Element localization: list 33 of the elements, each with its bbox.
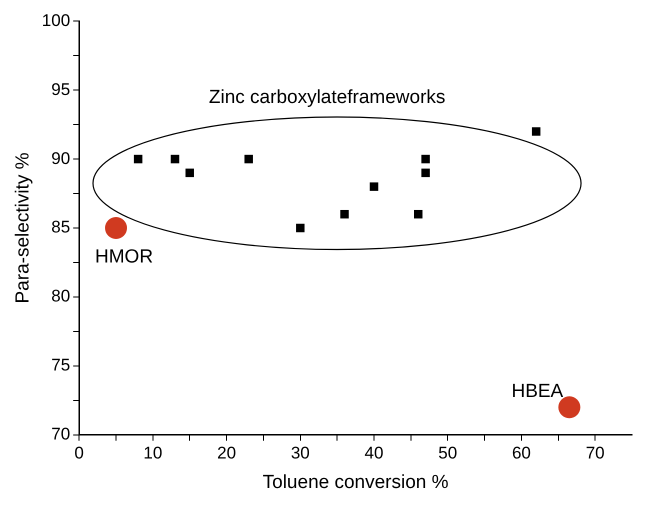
x-tick-label: 10: [143, 444, 162, 463]
point: [532, 127, 540, 136]
point: [105, 217, 128, 239]
y-tick-label: 70: [51, 424, 70, 444]
y-tick-label: 90: [51, 148, 70, 168]
x-tick-label: 70: [586, 444, 605, 463]
x-tick-label: 0: [74, 444, 84, 463]
annotation: Zinc carboxylateframeworks: [208, 87, 446, 110]
point: [558, 396, 580, 418]
x-axis-title: Toluene conversion %: [262, 472, 449, 493]
point: [244, 154, 253, 164]
point: [421, 168, 430, 178]
annotation: HBEA: [511, 380, 564, 402]
x-tick-label: 50: [438, 444, 458, 463]
point: [134, 154, 142, 164]
y-tick-label: 75: [51, 356, 70, 375]
x-tick-label: 40: [364, 444, 384, 463]
y-tick-label: 100: [42, 10, 70, 30]
x-tick-label: 60: [512, 444, 531, 463]
point: [370, 182, 378, 191]
y-tick-label: 85: [51, 218, 70, 237]
point: [296, 224, 305, 232]
x-tick-label: 30: [290, 444, 310, 463]
y-axis-title: Para-selectivity %: [12, 152, 34, 304]
point: [414, 210, 422, 218]
point: [421, 154, 430, 164]
point: [170, 154, 180, 164]
point: [185, 168, 194, 178]
y-tick-label: 80: [51, 286, 70, 306]
annotation: HMOR: [94, 246, 154, 268]
y-tick-label: 95: [51, 80, 70, 99]
x-tick-label: 20: [217, 444, 236, 463]
point: [340, 210, 349, 218]
